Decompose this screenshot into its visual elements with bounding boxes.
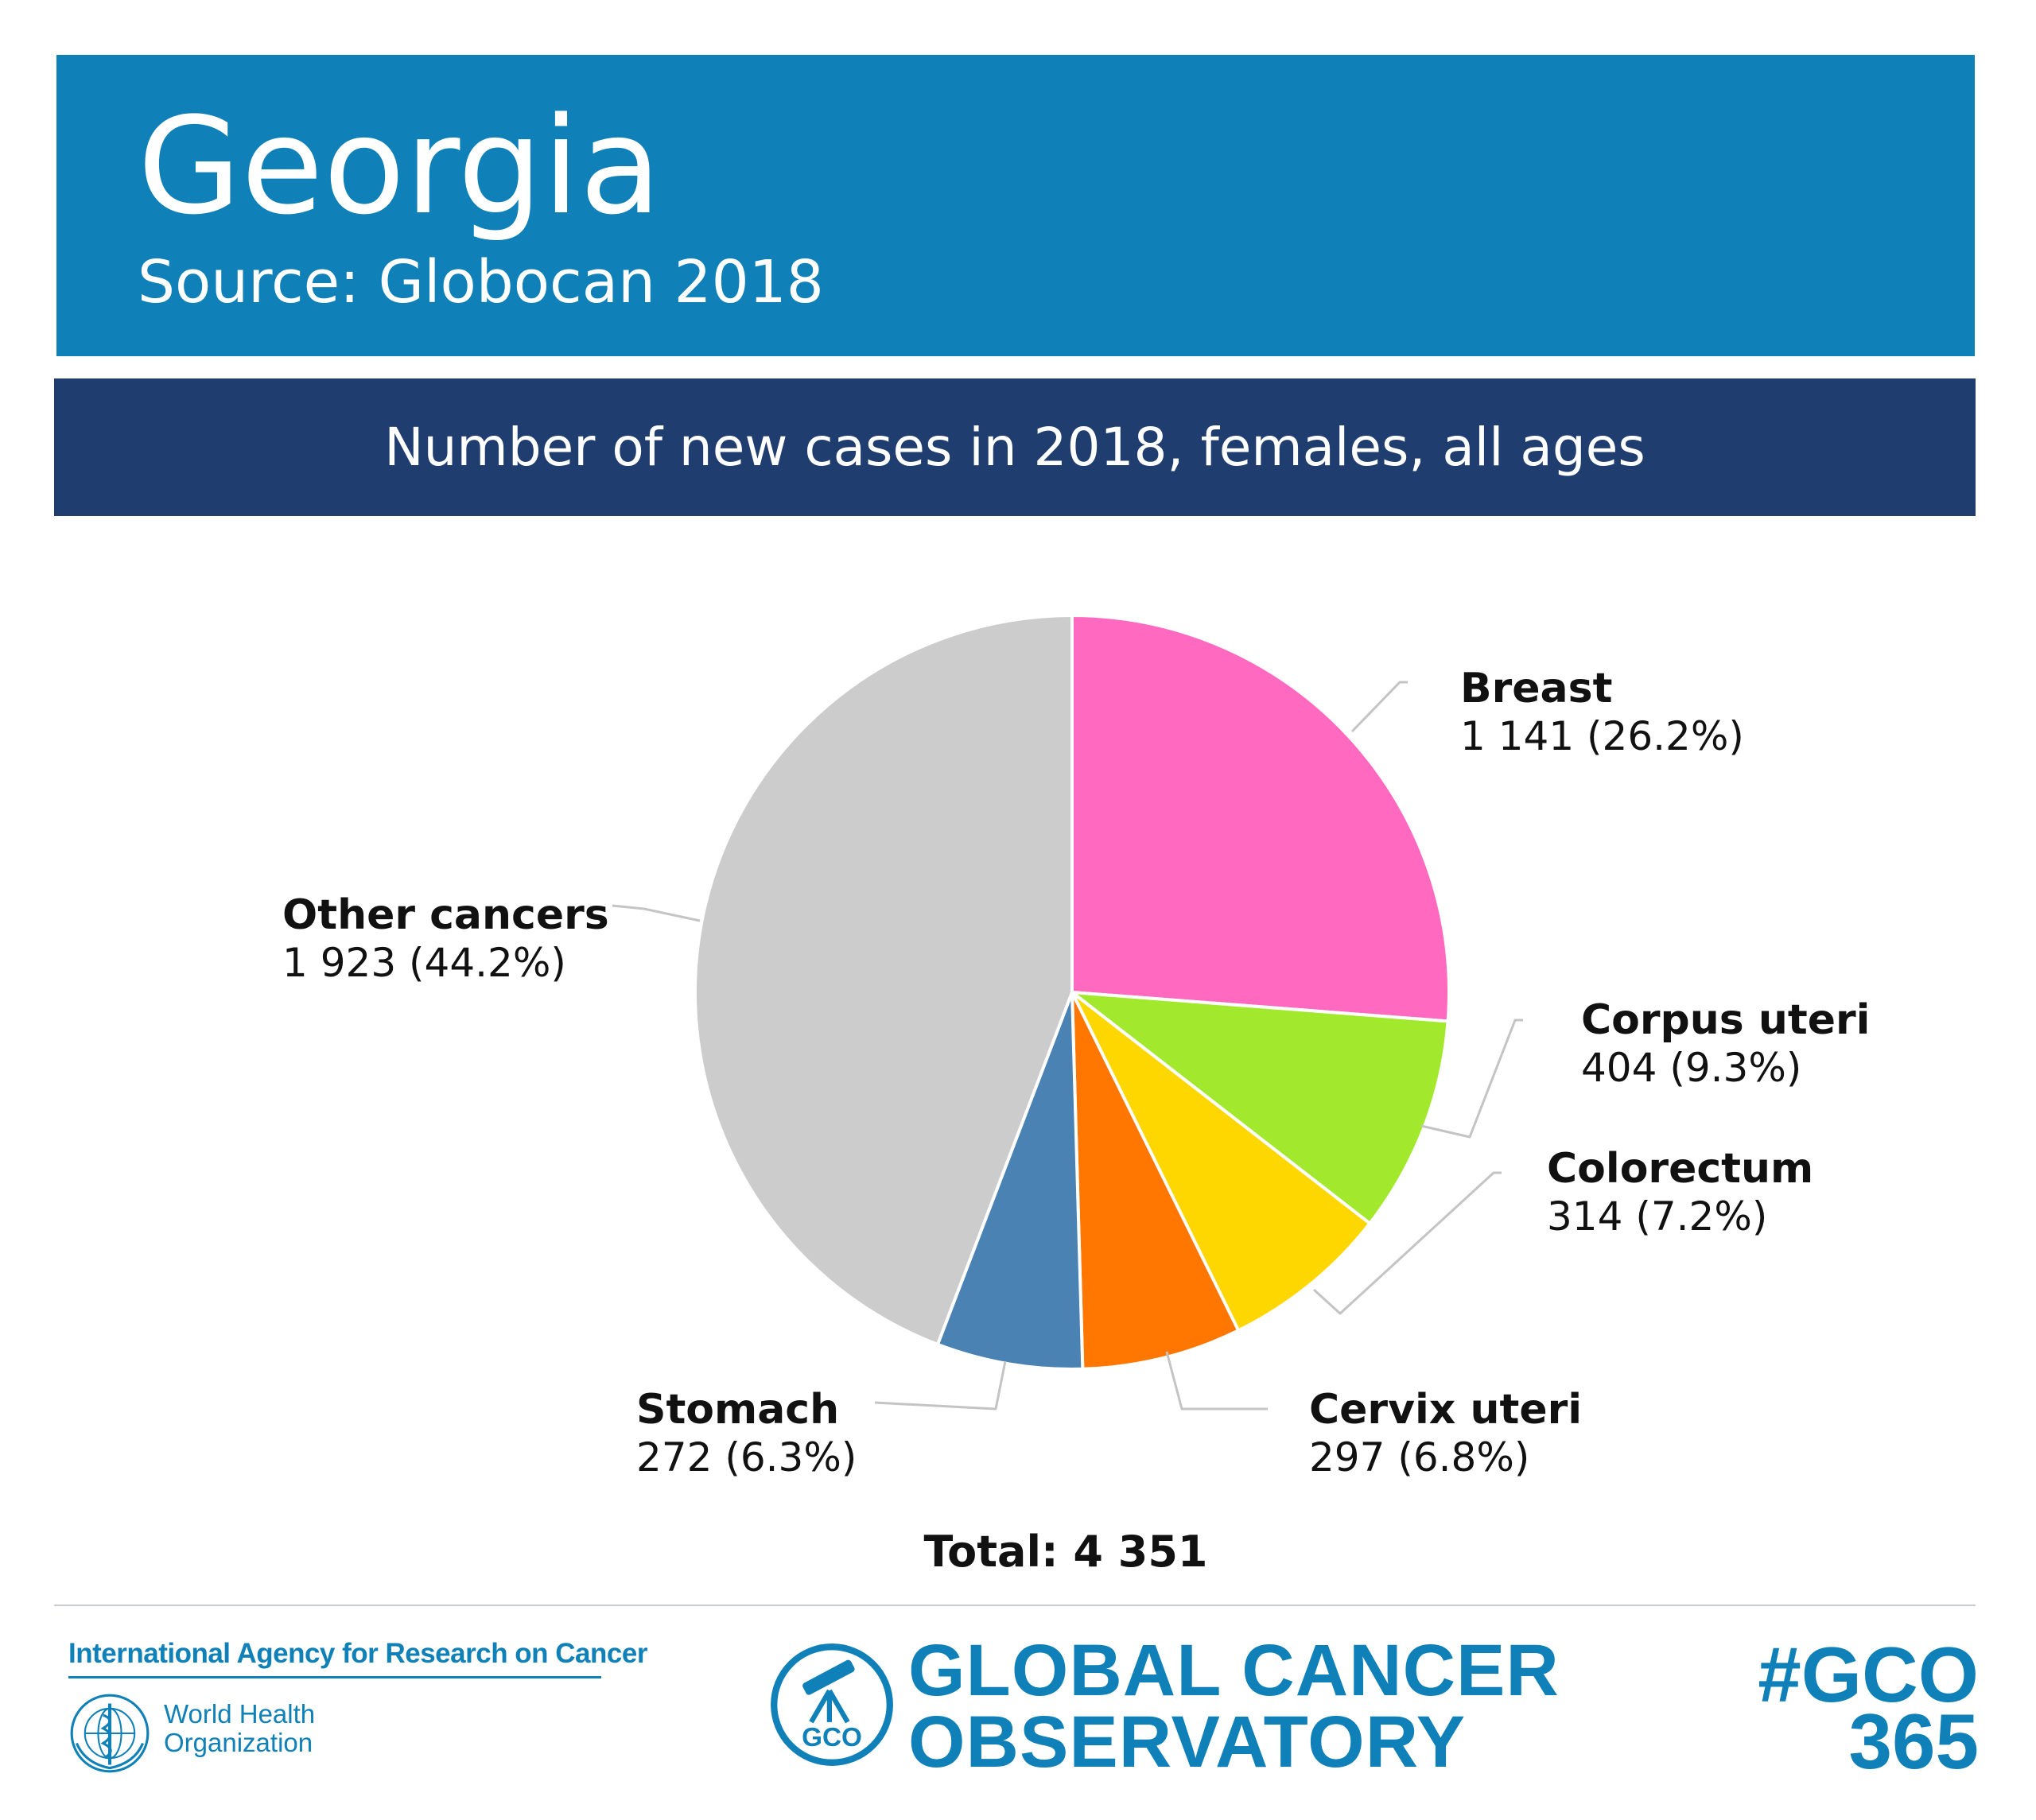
pie-slice-colorectum [1070,991,1372,1333]
leader-line [612,904,701,922]
leader-lines [612,681,1523,1411]
slice-label-value: 404 (9.3%) [1581,1045,1802,1092]
slice-label-name: Corpus uteri [1581,996,1871,1044]
gco365-hashtag: #GCO 365 [1758,1638,1979,1773]
leader-line [1165,1351,1268,1411]
who-emblem-icon [70,1694,150,1773]
slice-label-value: 314 (7.2%) [1547,1193,1768,1240]
leader-line [1312,1171,1502,1315]
slice-label: Corpus uteri 404 (9.3%) [1581,996,1870,1092]
telescope-icon [802,1659,855,1724]
slice-label-value: 1 923 (44.2%) [282,940,566,987]
slice-label-name: Other cancers [282,891,609,939]
pie-slice-stomach [935,991,1085,1371]
pie-slices [694,614,1451,1371]
subtitle-band: Number of new cases in 2018, females, al… [54,378,1976,516]
pie-slice-other-cancers [694,614,1074,1346]
pie-slice-breast [1070,614,1451,1023]
country-title: Georgia [138,88,662,244]
slice-label: Stomach 272 (6.3%) [636,1386,857,1481]
total-label: Total: 4 351 [923,1527,1208,1577]
gco-logo-text: GCO [802,1723,862,1752]
header-band: Georgia Source: Globocan 2018 [56,55,1975,356]
chart-subtitle: Number of new cases in 2018, females, al… [384,417,1646,478]
leader-line [1420,1019,1523,1139]
who-name: World Health Organization [164,1700,315,1756]
slice-label-name: Breast [1460,665,1613,712]
leader-line [874,1360,1007,1411]
leader-line [1350,681,1408,733]
slice-label: Other cancers 1 923 (44.2%) [282,891,609,987]
hashtag-line2: 365 [1848,1698,1979,1773]
gco-name-line1: GLOBAL CANCER [908,1630,1560,1711]
gco-name: GLOBAL CANCER OBSERVATORY [908,1630,1560,1783]
slice-label-name: Stomach [636,1386,840,1434]
iarc-name: International Agency for Research on Can… [68,1638,647,1669]
hashtag-line1: #GCO [1758,1638,1979,1718]
footer-divider [54,1605,1976,1606]
slice-label-name: Cervix uteri [1309,1386,1583,1434]
gco-name-line2: OBSERVATORY [908,1702,1467,1783]
iarc-underline [68,1676,601,1678]
slice-label-value: 272 (6.3%) [636,1434,857,1481]
slice-label: Colorectum 314 (7.2%) [1547,1145,1813,1240]
slice-label: Cervix uteri 297 (6.8%) [1309,1386,1582,1481]
pie-slice-cervix-uteri [1070,991,1241,1371]
slice-label: Breast 1 141 (26.2%) [1460,665,1744,760]
source-line: Source: Globocan 2018 [138,248,824,316]
gco-logo: GCO [771,1643,893,1766]
who-name-line1: World Health [164,1699,316,1729]
slice-label-value: 1 141 (26.2%) [1460,713,1744,760]
pie-slice-corpus-uteri [1070,991,1450,1225]
who-name-line2: Organization [164,1727,313,1757]
slice-label-name: Colorectum [1547,1145,1814,1193]
slice-label-value: 297 (6.8%) [1309,1434,1530,1481]
